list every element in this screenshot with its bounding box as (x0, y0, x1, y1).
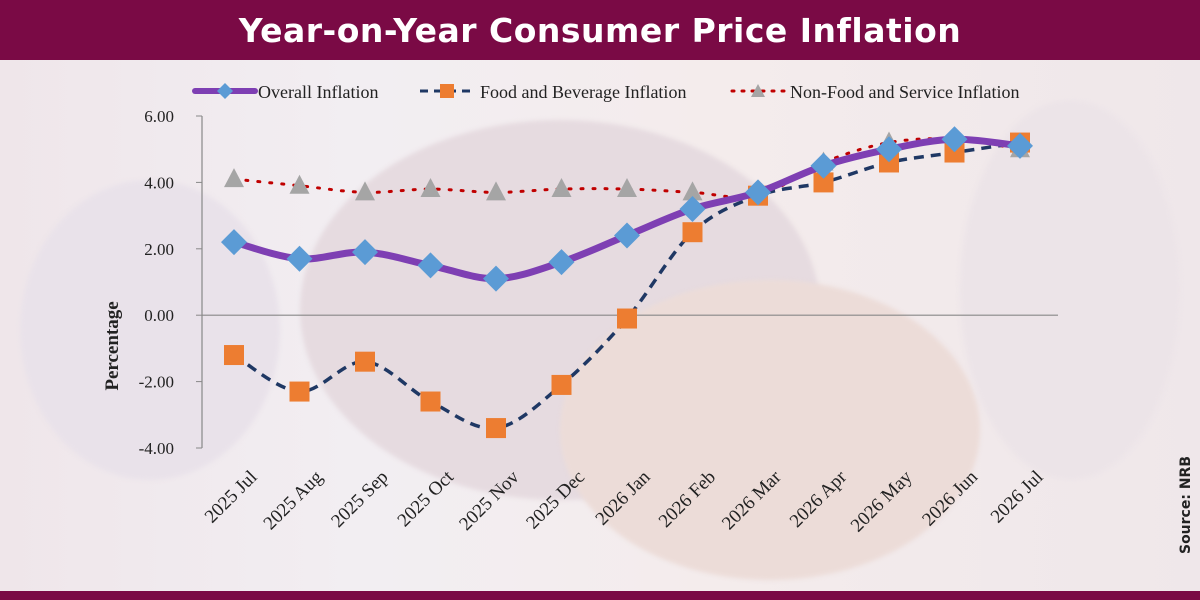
legend-item-nonfood: Non-Food and Service Inflation (730, 82, 1019, 102)
point-nonfood-2025-jul (224, 168, 244, 188)
y-axis-label: Percentage (102, 301, 123, 390)
y-tick-label: -4.00 (139, 439, 174, 458)
title-bar: Year-on-Year Consumer Price Inflation (0, 0, 1200, 60)
point-overall-2026-feb (679, 195, 706, 222)
x-tick-label: 2026 Apr (786, 466, 852, 532)
x-tick-label: 2025 Dec (522, 467, 589, 534)
x-tick-label: 2026 Jul (987, 467, 1048, 528)
page-title: Year-on-Year Consumer Price Inflation (238, 10, 962, 50)
point-nonfood-2025-oct (420, 178, 441, 198)
source-note: Source: NRB (1178, 455, 1194, 554)
point-nonfood-2025-dec (551, 178, 572, 198)
x-tick-label: 2025 Nov (455, 466, 524, 535)
point-overall-2025-sep (352, 239, 378, 266)
x-tick-label: 2026 Jan (592, 466, 655, 529)
background-photo (0, 60, 1200, 591)
point-food-2025-sep (355, 351, 375, 372)
x-tick-label: 2025 Jul (201, 467, 262, 528)
y-tick-label: 4.00 (144, 173, 174, 192)
x-tick-label: 2026 May (847, 466, 917, 536)
point-food-2025-dec (551, 374, 572, 395)
legend-label-nonfood: Non-Food and Service Inflation (790, 82, 1019, 102)
bottom-bar (0, 591, 1200, 600)
point-nonfood-2025-nov (486, 181, 506, 201)
point-food-2026-apr (813, 172, 834, 193)
point-overall-2026-mar (745, 179, 771, 206)
x-tick-label: 2025 Oct (394, 466, 459, 531)
legend-label-overall: Overall Inflation (258, 82, 378, 102)
point-overall-2026-jul (1007, 132, 1033, 159)
y-tick-label: -2.00 (139, 373, 174, 392)
x-tick-label: 2025 Sep (327, 467, 392, 532)
point-food-2026-may (879, 152, 899, 173)
point-food-2025-jul (224, 345, 244, 366)
point-overall-2026-may (876, 136, 902, 163)
point-overall-2025-aug (286, 245, 313, 272)
legend-label-food: Food and Beverage Inflation (480, 82, 686, 102)
legend-item-overall: Overall Inflation (192, 82, 378, 102)
point-food-2025-oct (420, 391, 441, 412)
legend: Overall Inflation Food and Beverage Infl… (192, 82, 1019, 102)
legend-item-food: Food and Beverage Inflation (420, 82, 686, 102)
point-overall-2026-apr (810, 152, 837, 179)
inflation-chart: Overall Inflation Food and Beverage Infl… (102, 82, 1058, 536)
y-tick-label: 2.00 (144, 240, 174, 259)
x-tick-label: 2026 Feb (655, 467, 720, 532)
x-tick-label: 2026 Jun (918, 466, 982, 530)
point-food-2025-nov (486, 418, 506, 439)
y-tick-label: 0.00 (144, 306, 174, 325)
point-overall-2025-jul (221, 229, 247, 256)
point-food-2026-jun (944, 142, 965, 163)
point-nonfood-2025-sep (355, 181, 375, 201)
point-food-2026-jan (617, 308, 637, 329)
point-overall-2025-nov (483, 265, 509, 292)
series-group (221, 126, 1033, 439)
point-overall-2025-oct (417, 252, 444, 279)
point-overall-2025-dec (548, 249, 575, 276)
y-tick-label: 6.00 (144, 107, 174, 126)
point-overall-2026-jan (614, 222, 640, 249)
point-nonfood-2026-feb (682, 181, 703, 201)
point-food-2025-aug (289, 381, 310, 402)
x-tick-label: 2026 Mar (718, 466, 786, 534)
point-nonfood-2025-aug (289, 174, 310, 194)
x-tick-label: 2025 Aug (260, 466, 328, 534)
point-nonfood-2026-jan (617, 178, 637, 198)
point-food-2026-feb (682, 222, 703, 243)
